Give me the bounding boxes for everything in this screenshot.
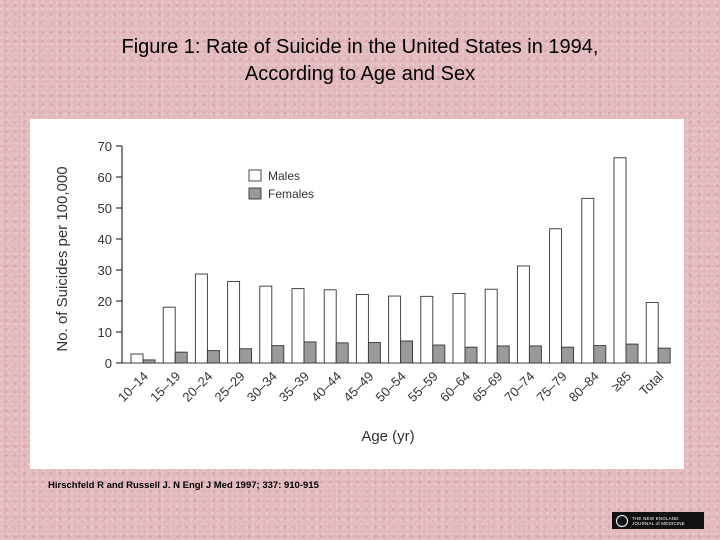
bar-males: [549, 228, 563, 364]
bar-females: [464, 346, 478, 364]
y-tick-label: 70: [98, 139, 112, 154]
x-tick-label: 50–54: [373, 369, 409, 405]
x-tick-label: 65–69: [469, 369, 505, 405]
bar-females: [239, 348, 253, 364]
citation: Hirschfeld R and Russell J. N Engl J Med…: [48, 480, 319, 491]
bar-males: [194, 273, 208, 364]
bar-females: [271, 345, 285, 364]
y-axis-label: No. of Suicides per 100,000: [54, 166, 71, 351]
bar-males: [291, 288, 305, 364]
x-tick-label: Total: [636, 368, 666, 398]
x-tick-label: 40–44: [308, 369, 344, 405]
bar-males: [130, 353, 144, 364]
slide-title: Figure 1: Rate of Suicide in the United …: [0, 34, 720, 88]
x-tick-label: 80–84: [566, 369, 602, 405]
bar-males: [259, 285, 273, 364]
bar-males: [645, 302, 659, 364]
bar-males: [581, 197, 595, 364]
legend-label-females: Females: [268, 187, 314, 201]
bar-females: [206, 350, 220, 364]
x-tick-label: 25–29: [212, 369, 248, 405]
x-tick-label: 15–19: [147, 369, 183, 405]
bar-males: [227, 281, 241, 364]
nejm-logo-text: THE NEW ENGLAND JOURNAL of MEDICINE: [632, 515, 685, 526]
y-tick-label: 60: [98, 170, 112, 185]
x-tick-label: 75–79: [534, 369, 570, 405]
bar-females: [367, 342, 381, 364]
bar-females: [593, 345, 607, 364]
bar-males: [452, 293, 466, 364]
bar-males: [516, 265, 530, 364]
bar-females: [432, 344, 446, 364]
bar-males: [355, 294, 369, 364]
legend-swatch-females: [248, 187, 262, 200]
y-tick-label: 30: [98, 263, 112, 278]
x-tick-label: 60–64: [437, 369, 473, 405]
x-tick-label: 30–34: [244, 369, 280, 405]
bar-females: [174, 351, 188, 364]
bar-females: [335, 342, 349, 364]
bar-females: [657, 347, 671, 364]
x-tick-label: 20–24: [179, 369, 215, 405]
y-tick-label: 50: [98, 201, 112, 216]
slide-title-line-2: According to Age and Sex: [244, 63, 476, 85]
x-tick-label: 10–14: [115, 369, 151, 405]
chart-panel: 0 10 20 30 40 50 60 70 10–14 15–19 20–24 25–29 30–3…: [30, 119, 684, 469]
x-tick-label: 35–39: [276, 369, 312, 405]
slide-title-line-1: Figure 1: Rate of Suicide in the United …: [121, 36, 599, 58]
bar-females: [561, 346, 575, 364]
bar-males: [484, 288, 498, 364]
x-tick-label: 55–59: [405, 369, 441, 405]
bar-males: [162, 306, 176, 364]
bar-males: [420, 295, 434, 364]
bar-males: [323, 289, 337, 364]
bar-females: [303, 341, 317, 364]
bar-males: [613, 157, 627, 364]
y-tick-label: 0: [105, 356, 112, 371]
y-tick-label: 20: [98, 294, 112, 309]
y-tick-label: 40: [98, 232, 112, 247]
bar-males: [388, 295, 402, 364]
bar-females: [142, 359, 156, 364]
bar-females: [528, 345, 542, 364]
legend-swatch-males: [248, 169, 262, 182]
x-tick-label: ≥85: [608, 369, 634, 395]
y-tick-label: 10: [98, 325, 112, 340]
suicide-rate-bar-chart: 0 10 20 30 40 50 60 70 10–1415–1920–2425–2930–3…: [54, 139, 671, 445]
legend-label-males: Males: [268, 169, 300, 183]
x-tick-label: 70–74: [501, 369, 537, 405]
bar-females: [496, 345, 510, 364]
x-tick-label: 45–49: [340, 369, 376, 405]
nejm-logo: THE NEW ENGLAND JOURNAL of MEDICINE: [612, 512, 704, 529]
bar-females: [400, 340, 414, 364]
x-axis-label: Age (yr): [361, 428, 414, 445]
bar-females: [625, 343, 639, 364]
nejm-seal-icon: [616, 514, 628, 527]
